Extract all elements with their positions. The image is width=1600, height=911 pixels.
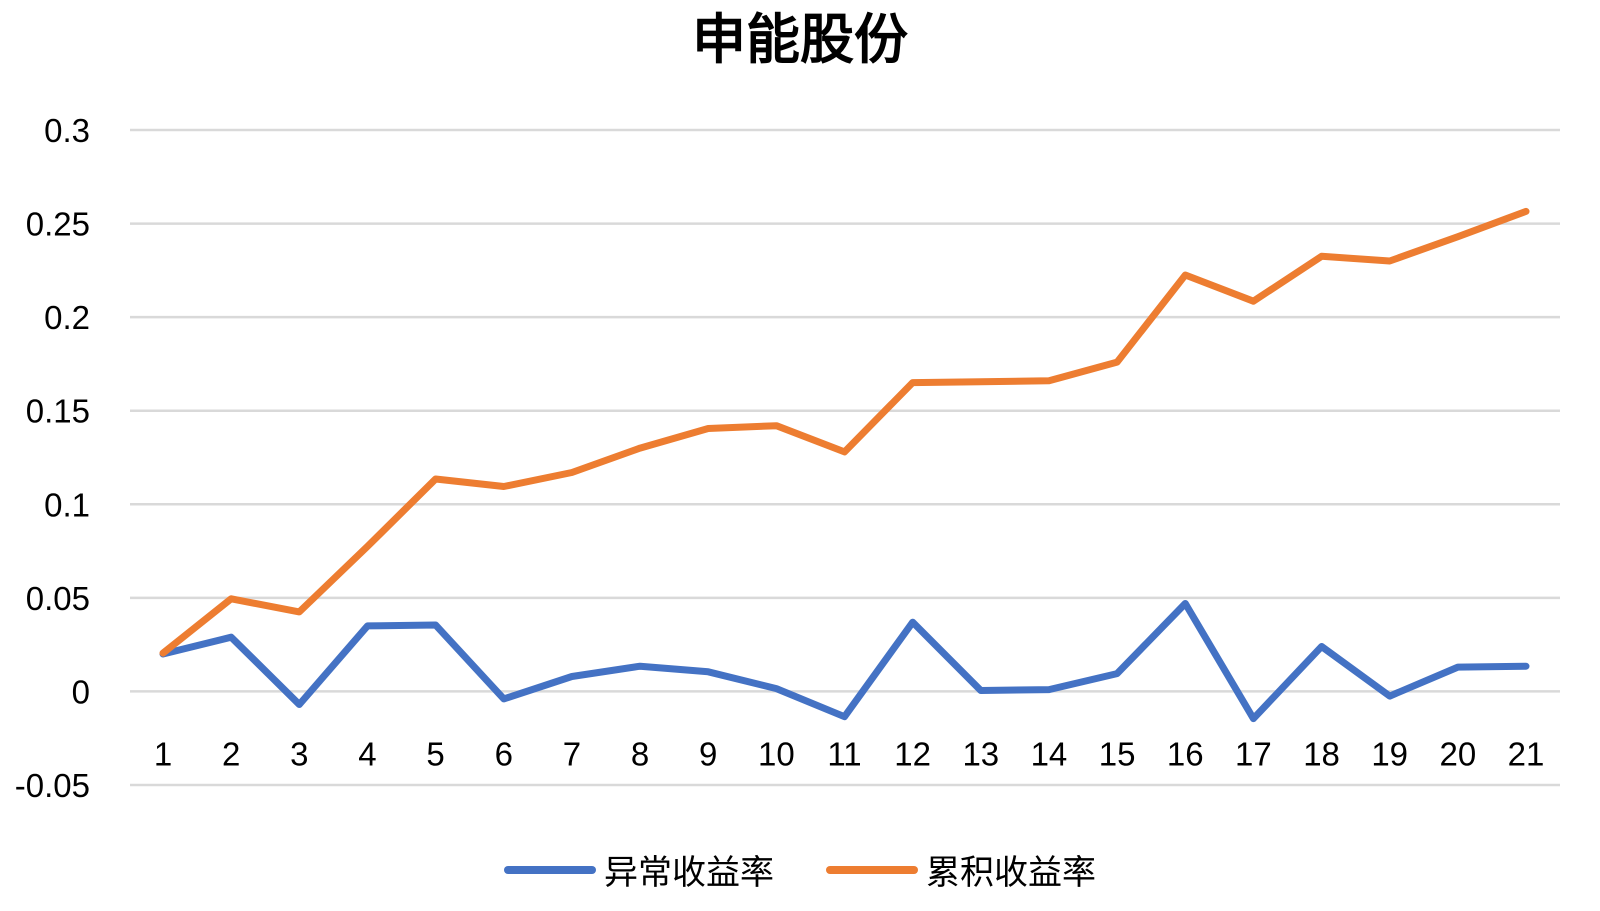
y-tick-label: 0.05 <box>26 580 90 617</box>
y-tick-label: 0.1 <box>44 486 90 523</box>
legend-label-abnormal-return: 异常收益率 <box>604 853 774 893</box>
x-tick-label: 8 <box>631 735 649 772</box>
x-tick-label: 17 <box>1235 735 1272 772</box>
series-line-1 <box>159 207 1530 657</box>
x-tick-label: 9 <box>699 735 717 772</box>
x-tick-label: 5 <box>426 735 444 772</box>
x-tick-label: 16 <box>1167 735 1204 772</box>
x-tick-label: 11 <box>827 735 861 772</box>
x-tick-label: 7 <box>563 735 581 772</box>
legend-item-abnormal-return: 异常收益率 <box>504 845 774 894</box>
x-tick-label: 10 <box>758 735 795 772</box>
y-tick-label: 0.15 <box>26 393 90 430</box>
legend-item-cumulative-return: 累积收益率 <box>826 845 1096 894</box>
x-tick-label: 19 <box>1371 735 1408 772</box>
x-tick-label: 13 <box>962 735 999 772</box>
y-tick-label: 0 <box>72 673 90 710</box>
legend-label-cumulative-return: 累积收益率 <box>926 853 1096 893</box>
legend: 异常收益率 累积收益率 <box>0 845 1600 894</box>
x-tick-label: 4 <box>358 735 376 772</box>
legend-swatch-cumulative-return <box>826 865 918 874</box>
x-tick-label: 1 <box>154 735 172 772</box>
series-line-0 <box>159 600 1530 723</box>
x-tick-label: 3 <box>290 735 308 772</box>
x-tick-label: 2 <box>222 735 240 772</box>
x-tick-label: 6 <box>495 735 513 772</box>
y-tick-label: -0.05 <box>15 767 90 804</box>
y-tick-label: 0.25 <box>26 206 90 243</box>
x-tick-label: 14 <box>1031 735 1068 772</box>
y-tick-label: 0.3 <box>44 112 90 149</box>
x-tick-label: 12 <box>894 735 931 772</box>
x-tick-label: 20 <box>1439 735 1476 772</box>
legend-swatch-abnormal-return <box>504 865 596 874</box>
y-tick-label: 0.2 <box>44 299 90 336</box>
x-tick-label: 18 <box>1303 735 1340 772</box>
x-tick-label: 15 <box>1099 735 1136 772</box>
chart-title: 申能股份 <box>692 8 908 71</box>
x-tick-label: 21 <box>1508 735 1545 772</box>
